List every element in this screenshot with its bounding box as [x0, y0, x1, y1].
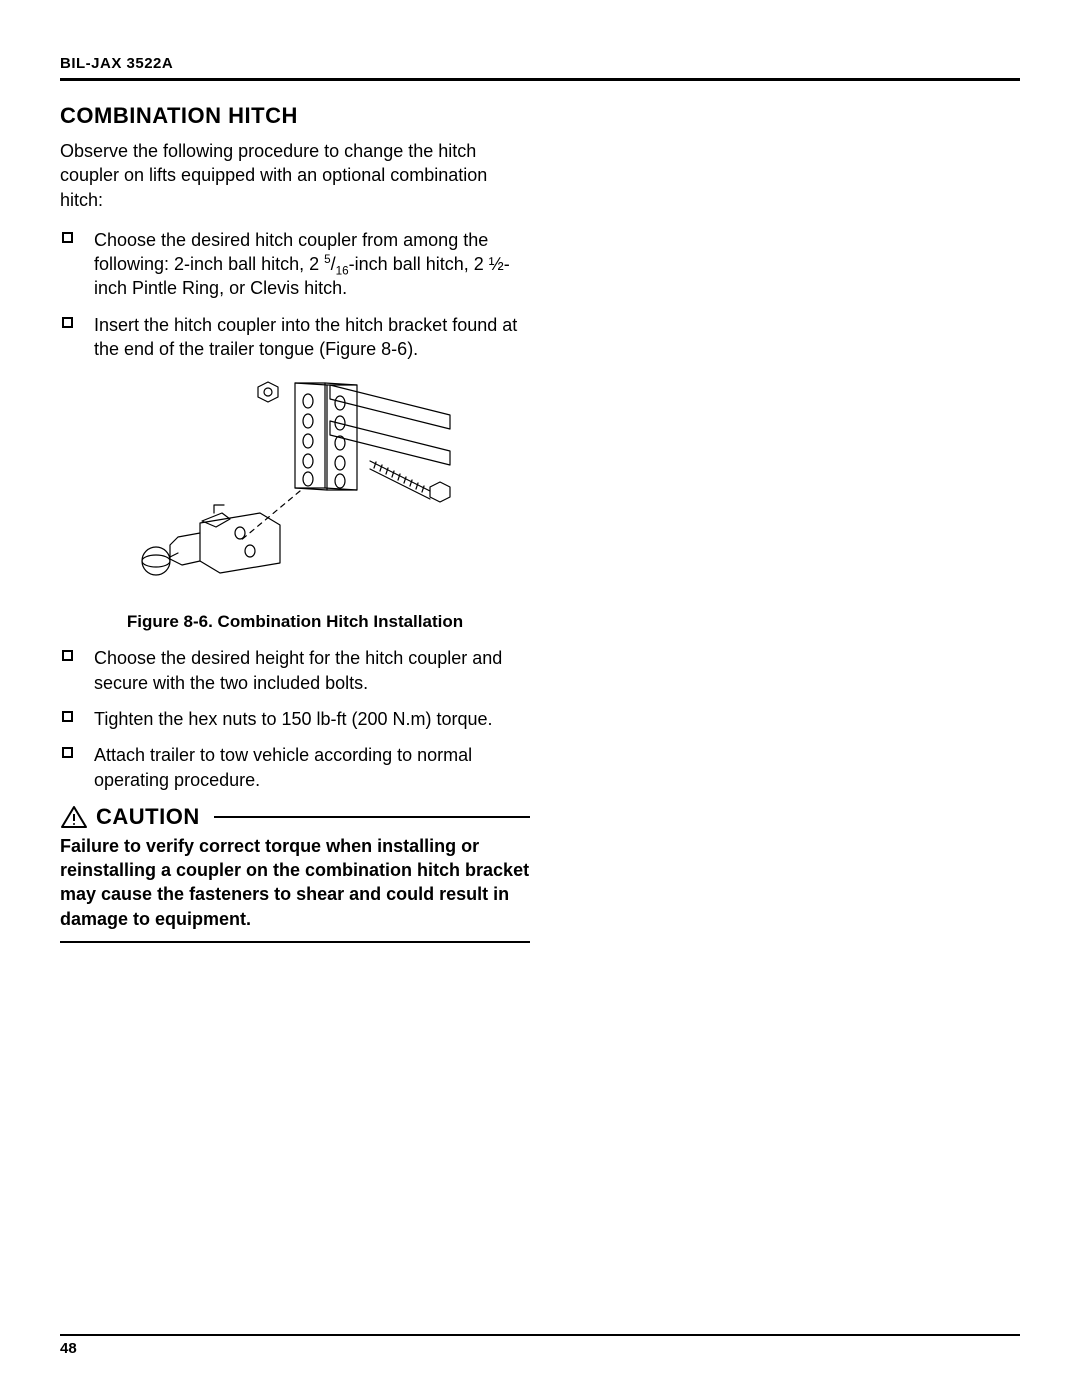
figure-caption: Figure 8-6. Combination Hitch Installati… [60, 612, 530, 632]
content-column: COMBINATION HITCH Observe the following … [60, 103, 530, 943]
warning-triangle-icon [60, 805, 88, 829]
figure-wrap [60, 373, 530, 598]
caution-header: CAUTION [60, 804, 530, 830]
caution-bottom-rule [60, 941, 530, 943]
caution-title: CAUTION [96, 804, 200, 830]
list-item: Tighten the hex nuts to 150 lb-ft (200 N… [60, 707, 530, 731]
list-item: Attach trailer to tow vehicle according … [60, 743, 530, 792]
figure-hitch-diagram [130, 373, 460, 593]
caution-text: Failure to verify correct torque when in… [60, 834, 530, 931]
page-number: 48 [60, 1340, 1020, 1357]
checklist-after-figure: Choose the desired height for the hitch … [60, 646, 530, 791]
section-title: COMBINATION HITCH [60, 103, 530, 129]
list-item-text: Choose the desired height for the hitch … [94, 648, 502, 692]
list-item-text: Attach trailer to tow vehicle according … [94, 745, 472, 789]
list-item: Insert the hitch coupler into the hitch … [60, 313, 530, 362]
list-item: Choose the desired height for the hitch … [60, 646, 530, 695]
list-item-text: Insert the hitch coupler into the hitch … [94, 315, 517, 359]
header-rule [60, 78, 1020, 81]
page: BIL-JAX 3522A COMBINATION HITCH Observe … [0, 0, 1080, 1397]
intro-paragraph: Observe the following procedure to chang… [60, 139, 530, 212]
header-model: BIL-JAX 3522A [60, 55, 1020, 72]
footer-rule [60, 1334, 1020, 1336]
list-item-text: Tighten the hex nuts to 150 lb-ft (200 N… [94, 709, 493, 729]
checklist-before-figure: Choose the desired hitch coupler from am… [60, 228, 530, 361]
page-footer: 48 [60, 1334, 1020, 1357]
list-item: Choose the desired hitch coupler from am… [60, 228, 530, 301]
caution-block: CAUTION Failure to verify correct torque… [60, 804, 530, 943]
list-item-text: Choose the desired hitch coupler from am… [94, 230, 510, 299]
caution-header-line [214, 816, 530, 818]
